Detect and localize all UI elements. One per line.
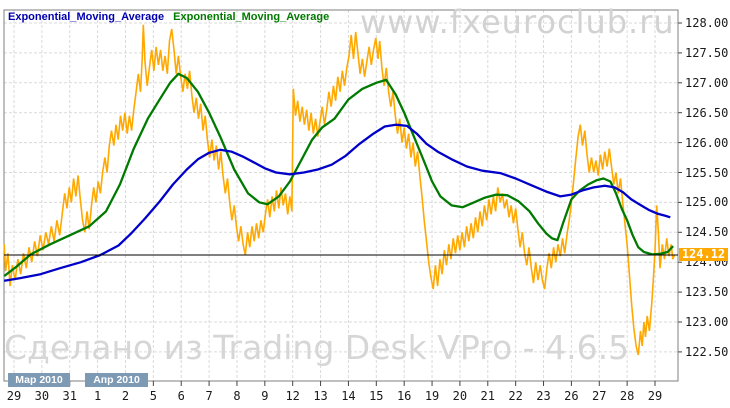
y-axis-label: 128.00 [685,16,729,30]
x-axis-label: 7 [205,389,213,403]
x-axis-label: 5 [149,389,157,403]
y-axis-label: 127.00 [685,75,729,90]
y-axis-label: 126.00 [685,135,729,150]
x-axis-label: 22 [508,389,523,403]
plot-border [3,9,679,382]
y-axis-label: 126.50 [685,105,729,120]
x-axis-label: 30 [34,389,50,403]
x-axis-label: 29 [647,389,663,403]
x-axis-label: 9 [261,389,269,403]
x-axis-label: 31 [62,389,77,403]
y-axis-label: 125.00 [685,195,729,210]
x-axis-label: 28 [619,389,635,403]
x-axis-label: 8 [233,389,241,403]
x-axis-label: 2 [121,389,130,403]
legend-ema-green: Exponential_Moving_Average [173,11,330,23]
month-badge-march: Мар 2010 [8,373,70,387]
x-axis-label: 15 [369,389,384,403]
x-axis-label: 23 [536,389,551,403]
x-axis-label: 14 [341,389,356,403]
x-axis-label: 6 [177,389,185,403]
x-axis-label: 21 [480,389,496,403]
y-axis-label: 123.00 [685,315,729,329]
y-axis-label: 125.50 [685,165,729,180]
x-axis-label: 27 [592,389,607,403]
y-axis-label: 124.50 [685,225,729,240]
x-axis-label: 26 [564,389,579,403]
y-axis-label: 127.50 [685,45,729,60]
y-axis-label: 123.50 [685,285,729,300]
ema-line [4,123,671,282]
x-axis-label: 19 [424,389,440,403]
month-badge-april: Апр 2010 [85,373,148,387]
indicator-legend: Exponential_Moving_Average Exponential_M… [8,11,329,23]
price-series [3,24,676,356]
x-axis-label: 12 [285,389,300,403]
y-axis-label: 122.50 [685,344,729,359]
legend-ema-blue: Exponential_Moving_Average [8,11,165,23]
x-axis-label: 20 [452,389,468,403]
x-axis-label: 13 [313,389,328,403]
ema-line [3,72,674,277]
x-axis-label: 1 [93,389,102,403]
x-axis-label: 16 [396,389,412,403]
current-price-badge: 124.12 [679,248,728,262]
x-axis-label: 29 [6,389,22,403]
